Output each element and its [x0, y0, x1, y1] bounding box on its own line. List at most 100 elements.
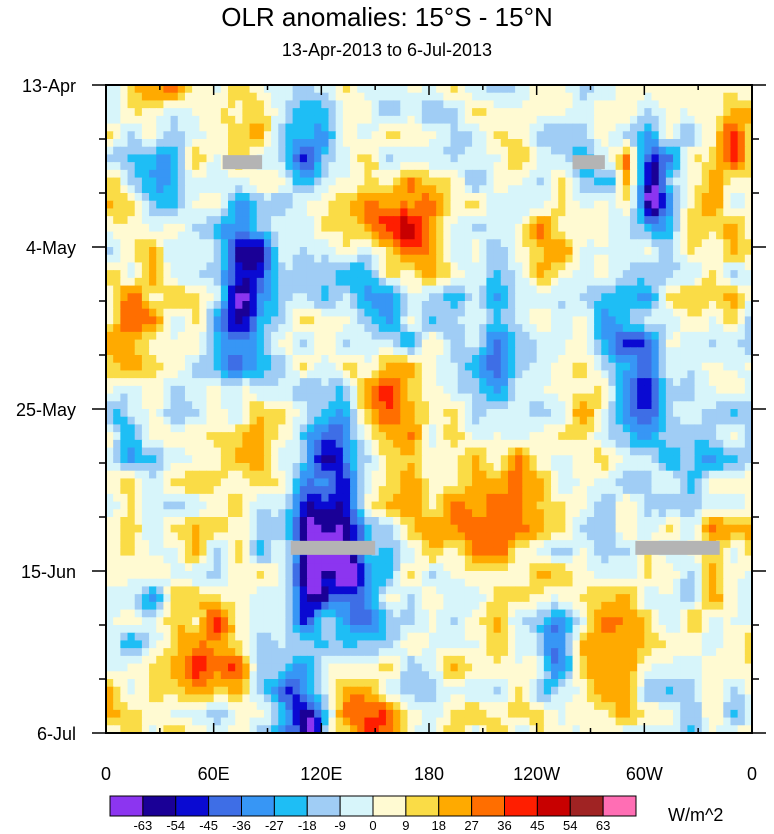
field-cell: [694, 239, 703, 248]
field-cell: [558, 115, 566, 125]
field-cell: [579, 339, 588, 348]
field-cell: [228, 146, 236, 156]
field-cell: [149, 223, 157, 233]
field-cell: [342, 131, 351, 140]
field-cell: [651, 501, 660, 510]
field-cell: [113, 493, 121, 503]
field-cell: [177, 316, 186, 325]
field-cell: [536, 486, 545, 495]
field-cell: [134, 347, 143, 356]
field-cell: [235, 470, 243, 480]
field-cell: [565, 378, 574, 387]
field-cell: [321, 139, 330, 148]
field-cell: [271, 401, 279, 410]
field-cell: [242, 92, 251, 102]
field-cell: [328, 169, 337, 179]
field-cell: [357, 478, 365, 487]
field-cell: [744, 239, 752, 248]
field-cell: [292, 393, 301, 402]
field-cell: [400, 301, 409, 310]
field-cell: [184, 393, 193, 402]
field-cell: [486, 501, 495, 510]
field-cell: [163, 355, 172, 364]
field-cell: [644, 277, 653, 287]
field-cell: [414, 355, 423, 364]
field-cell: [637, 169, 645, 179]
field-cell: [565, 139, 574, 148]
field-cell: [170, 447, 179, 456]
field-cell: [292, 100, 301, 109]
field-cell: [737, 254, 746, 264]
field-cell: [378, 409, 387, 418]
field-cell: [457, 301, 466, 310]
field-cell: [134, 200, 143, 210]
field-cell: [464, 439, 473, 449]
field-cell: [414, 486, 423, 495]
field-cell: [701, 401, 710, 410]
field-cell: [106, 401, 114, 410]
field-cell: [206, 324, 215, 333]
field-cell: [177, 200, 186, 210]
field-cell: [141, 193, 150, 202]
field-cell: [450, 193, 459, 202]
field-cell: [522, 385, 531, 395]
field-cell: [256, 370, 265, 379]
field-cell: [701, 501, 710, 510]
field-cell: [242, 115, 251, 125]
field-cell: [730, 409, 739, 418]
field-cell: [127, 293, 136, 302]
field-cell: [615, 455, 624, 464]
field-cell: [285, 486, 294, 495]
field-cell: [184, 401, 193, 410]
field-cell: [500, 339, 509, 348]
field-cell: [551, 85, 559, 94]
field-cell: [730, 154, 739, 163]
field-cell: [242, 308, 251, 318]
field-cell: [529, 393, 538, 402]
field-cell: [278, 262, 287, 271]
field-cell: [622, 193, 631, 202]
field-cell: [357, 331, 365, 341]
field-cell: [285, 177, 294, 186]
field-cell: [651, 416, 660, 426]
field-cell: [199, 308, 208, 318]
field-cell: [256, 277, 265, 287]
field-cell: [629, 208, 638, 217]
field-cell: [314, 501, 322, 510]
field-cell: [199, 285, 208, 294]
field-cell: [457, 493, 466, 503]
field-cell: [127, 285, 136, 294]
field-cell: [479, 347, 488, 356]
field-cell: [543, 154, 552, 163]
field-cell: [378, 378, 387, 387]
field-cell: [543, 385, 552, 395]
field-cell: [285, 131, 294, 140]
field-cell: [393, 131, 401, 140]
field-cell: [622, 247, 631, 256]
field-cell: [716, 370, 724, 379]
field-cell: [263, 370, 272, 379]
field-cell: [644, 308, 653, 318]
field-cell: [228, 324, 236, 333]
field-cell: [529, 223, 538, 233]
field-cell: [113, 355, 121, 364]
field-cell: [551, 254, 559, 264]
field-cell: [400, 270, 409, 279]
field-cell: [543, 162, 552, 171]
field-cell: [457, 262, 466, 271]
field-cell: [306, 370, 315, 379]
field-cell: [220, 331, 229, 341]
field-cell: [342, 193, 351, 202]
field-cell: [335, 424, 344, 433]
field-cell: [192, 177, 200, 186]
field-cell: [314, 115, 322, 125]
field-cell: [543, 239, 552, 248]
field-cell: [608, 169, 617, 179]
field-cell: [522, 470, 531, 480]
field-cell: [335, 439, 344, 449]
field-cell: [292, 239, 301, 248]
field-cell: [371, 355, 380, 364]
field-cell: [184, 493, 193, 503]
field-cell: [278, 424, 287, 433]
field-cell: [228, 92, 236, 102]
